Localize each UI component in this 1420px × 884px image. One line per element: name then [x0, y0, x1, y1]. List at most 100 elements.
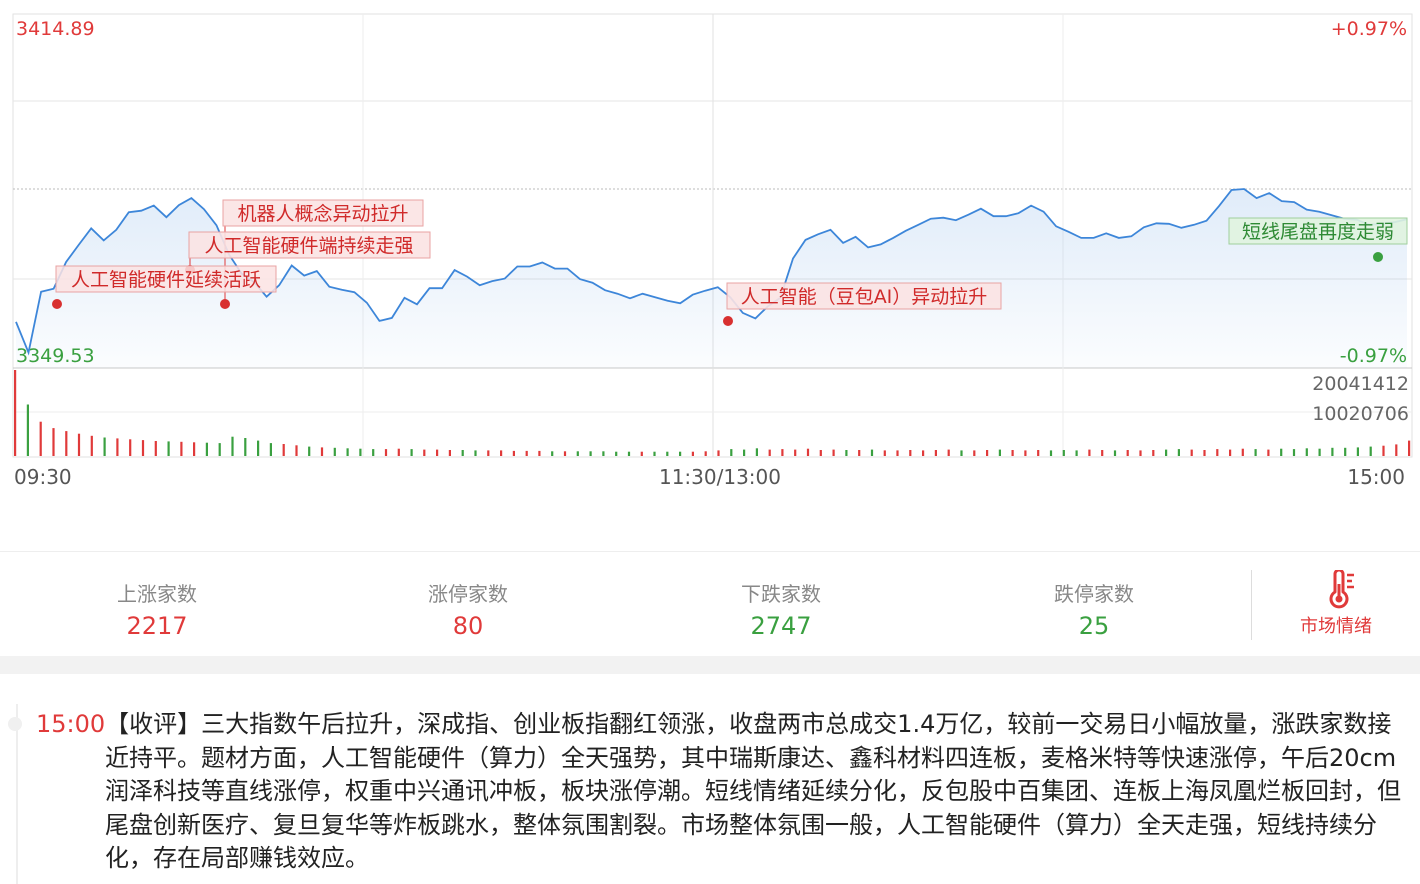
annotation-ai-hardware-strong[interactable]: 人工智能硬件端持续走强	[188, 231, 431, 259]
volume-bar	[461, 450, 464, 456]
volume-bar	[525, 450, 528, 456]
volume-bar	[794, 449, 797, 456]
pct-low-label: -0.97%	[1340, 345, 1407, 367]
volume-bar	[883, 450, 886, 456]
volume-bar	[65, 431, 68, 456]
volume-bar	[320, 447, 324, 456]
volume-bar	[1318, 448, 1321, 456]
volume-bar	[52, 428, 55, 456]
section-separator	[0, 656, 1420, 674]
volume-bar	[372, 449, 375, 456]
market-mood-label: 市场情绪	[1300, 616, 1372, 637]
volume-bar	[193, 442, 196, 456]
market-breadth-bar: 上涨家数 2217 涨停家数 80 下跌家数 2747 跌停家数 25 市场情绪	[0, 552, 1420, 656]
annotation-robot[interactable]: 机器人概念异动拉升	[222, 199, 424, 227]
volume-bar	[1113, 450, 1117, 456]
volume-bar	[717, 450, 720, 456]
volume-bar	[423, 449, 426, 456]
news-item[interactable]: 15:00【收评】三大指数午后拉升，深成指、创业板指翻红领涨，收盘两市总成交1.…	[36, 708, 1405, 876]
market-mood-button[interactable]: 市场情绪	[1252, 552, 1420, 656]
volume-bar	[14, 370, 17, 456]
volume-bar	[257, 440, 260, 456]
annotation-marker[interactable]	[52, 299, 62, 309]
volume-bar	[1241, 448, 1244, 456]
volume-bar	[691, 451, 694, 456]
volume-bar	[1216, 449, 1219, 456]
volume-bar	[141, 440, 145, 456]
volume-bar	[730, 449, 733, 456]
price-area	[16, 189, 1407, 368]
volume-bar	[436, 449, 439, 456]
volume-mid-label: 10020706	[1312, 403, 1409, 425]
annotation-doubao-ai[interactable]: 人工智能（豆包AI）异动拉升	[726, 282, 1002, 310]
volume-bar	[679, 451, 682, 456]
volume-bar	[1049, 450, 1053, 456]
annotation-ai-hardware-active[interactable]: 人工智能硬件延续活跃	[55, 265, 277, 293]
volume-bar	[768, 449, 771, 456]
volume-bar	[1267, 449, 1270, 456]
volume-bar	[39, 421, 42, 456]
volume-bar	[474, 450, 477, 456]
volume-bar	[180, 441, 183, 456]
price-high-label: 3414.89	[16, 18, 95, 40]
volume-bar	[1369, 446, 1372, 456]
volume-bar	[231, 436, 234, 456]
time-label-close: 15:00	[1347, 465, 1405, 489]
stat-label: 涨停家数	[428, 582, 508, 606]
volume-bar	[1344, 447, 1347, 456]
volume-bar	[1254, 449, 1257, 456]
volume-bar	[295, 445, 298, 456]
volume-bar	[359, 448, 362, 456]
stat-divider	[1251, 570, 1252, 640]
volume-bar	[1395, 444, 1398, 456]
volume-bar	[947, 449, 950, 456]
volume-bar	[1075, 450, 1078, 456]
volume-bar	[858, 450, 861, 456]
intraday-chart[interactable]: 机器人概念异动拉升 人工智能硬件端持续走强 人工智能硬件延续活跃 人工智能（豆包…	[0, 0, 1420, 500]
volume-bar	[538, 450, 541, 456]
stat-value: 25	[1078, 612, 1110, 640]
volume-bar	[589, 451, 592, 456]
volume-bar	[934, 450, 937, 456]
volume-bar	[615, 451, 618, 456]
volume-bar	[487, 450, 490, 456]
annotation-marker-green[interactable]	[1373, 252, 1383, 262]
volume-bars	[14, 370, 1411, 456]
time-label-midday: 11:30/13:00	[659, 465, 781, 489]
volume-bar	[653, 451, 656, 456]
volume-bar	[832, 449, 835, 456]
volume-bar	[1408, 440, 1411, 456]
section-divider	[0, 551, 1420, 552]
timeline-dot	[8, 717, 22, 731]
volume-bar	[397, 448, 400, 456]
stat-value: 2217	[126, 612, 188, 640]
stat-label: 跌停家数	[1054, 582, 1134, 606]
volume-bar	[1024, 450, 1027, 456]
volume-bar	[269, 443, 272, 456]
news-feed: 15:00【收评】三大指数午后拉升，深成指、创业板指翻红领涨，收盘两市总成交1.…	[0, 674, 1420, 884]
volume-bar	[500, 450, 503, 456]
volume-bar	[1062, 450, 1065, 456]
volume-bar	[1139, 450, 1142, 456]
annotation-text: 机器人概念异动拉升	[237, 202, 408, 225]
timeline-line	[16, 704, 18, 884]
volume-bar	[1165, 449, 1168, 456]
volume-bar	[1280, 448, 1283, 456]
annotation-marker[interactable]	[220, 299, 230, 309]
intraday-chart-canvas[interactable]: 机器人概念异动拉升 人工智能硬件端持续走强 人工智能硬件延续活跃 人工智能（豆包…	[0, 0, 1420, 500]
time-label-open: 09:30	[14, 465, 72, 489]
volume-bar	[410, 449, 413, 456]
volume-bar	[1292, 449, 1296, 456]
volume-bar	[205, 442, 208, 456]
volume-bar	[26, 404, 29, 456]
volume-bar	[218, 443, 221, 456]
news-text: 【收评】三大指数午后拉升，深成指、创业板指翻红领涨，收盘两市总成交1.4万亿，较…	[105, 710, 1401, 872]
annotation-marker[interactable]	[723, 316, 733, 326]
volume-bar	[870, 449, 874, 456]
annotation-text: 人工智能硬件延续活跃	[71, 269, 261, 291]
volume-bar	[90, 435, 93, 456]
volume-bar	[1229, 449, 1232, 456]
volume-bar	[896, 450, 899, 456]
volume-bar	[1203, 450, 1206, 456]
annotation-tail-weak[interactable]: 短线尾盘再度走弱	[1228, 217, 1408, 245]
